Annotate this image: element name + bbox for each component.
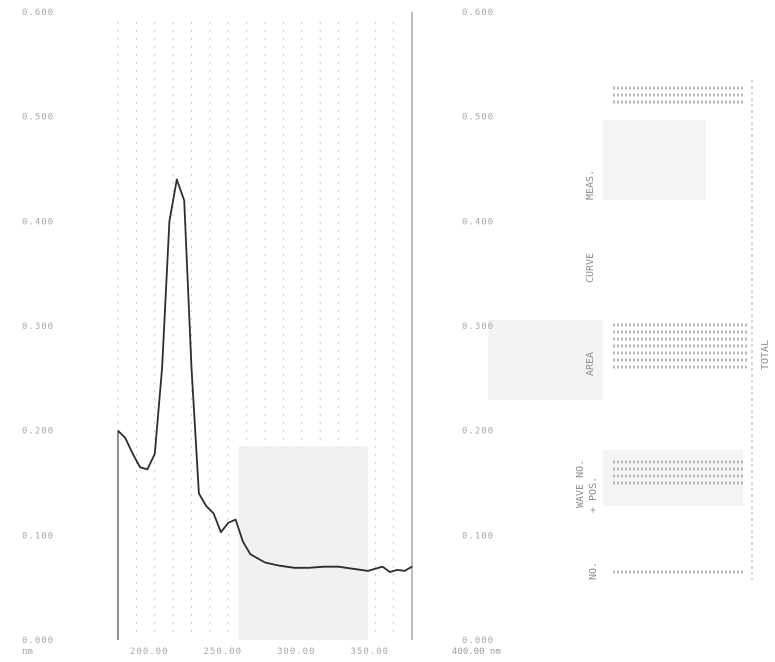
left-y-tick-label: 0.300: [22, 322, 54, 332]
panel-label-wave-no: WAVE NO.: [575, 460, 586, 508]
right-y-tick-label: 0.100: [462, 531, 494, 541]
x-axis-left-unit: nm: [22, 647, 33, 657]
data-point: [411, 566, 413, 568]
left-y-axis: 0.600 0.500 0.400 0.300 0.200 0.100 0.000: [22, 8, 54, 646]
right-y-tick-label: 0.400: [462, 217, 494, 227]
x-tick-label: 200.00: [130, 647, 169, 657]
data-point: [176, 178, 178, 181]
data-point: [367, 570, 369, 572]
right-y-tick-label: 0.600: [462, 8, 494, 18]
left-y-tick-label: 0.200: [22, 427, 54, 437]
left-y-tick-label: 0.500: [22, 113, 54, 123]
data-point: [146, 468, 148, 470]
data-point: [198, 492, 200, 495]
left-y-tick-label: 0.600: [22, 8, 54, 18]
panel-label-no: NO.: [588, 562, 599, 580]
data-point: [132, 453, 134, 455]
chart-grid: [117, 12, 753, 640]
x-tick-label: 350.00: [351, 647, 390, 657]
left-y-tick-label: 0.400: [22, 217, 54, 227]
panel-label-total: TOTAL: [760, 340, 771, 370]
right-y-tick-label: 0.200: [462, 427, 494, 437]
right-y-tick-label: 0.300: [462, 322, 494, 332]
data-point: [352, 568, 354, 570]
x-axis: 200.00 250.00 300.00 350.00: [130, 647, 390, 657]
data-point: [227, 522, 229, 524]
data-point: [139, 466, 141, 468]
spectrum-line: [117, 178, 413, 573]
shade-panel-b: [603, 120, 706, 200]
panel-label-meas: MEAS.: [585, 170, 596, 200]
shade-panel-c: [603, 450, 743, 506]
data-point: [242, 541, 244, 543]
panel-label-pos: + POS.: [588, 477, 599, 513]
data-point: [382, 566, 384, 568]
series-group: [117, 178, 413, 573]
data-point: [220, 531, 222, 533]
data-point: [389, 571, 391, 573]
left-y-tick-label: 0.100: [22, 531, 54, 541]
data-point: [323, 566, 325, 568]
data-point: [264, 561, 266, 564]
data-point: [117, 430, 119, 432]
data-point: [293, 567, 295, 569]
right-y-axis: 0.600 0.500 0.400 0.300 0.200 0.100 0.000: [462, 8, 494, 646]
x-tick-label: 250.00: [204, 647, 243, 657]
data-point: [235, 519, 237, 521]
data-point: [161, 367, 163, 369]
data-point: [337, 566, 340, 568]
data-point: [212, 512, 215, 514]
x-axis-unit-label: 400.00 nm: [452, 647, 501, 657]
panel-label-area: AREA: [585, 352, 596, 376]
shade-panel-a: [488, 320, 603, 400]
data-point: [168, 220, 171, 222]
data-point: [308, 567, 310, 569]
data-point: [190, 367, 193, 369]
data-point: [396, 569, 398, 571]
x-tick-label: 300.00: [277, 647, 316, 657]
shade-region: [238, 446, 368, 640]
data-point: [183, 199, 185, 201]
panel-label-curve: CURVE: [585, 253, 596, 283]
data-point: [205, 505, 207, 507]
right-y-tick-label: 0.000: [462, 636, 494, 646]
data-point: [279, 565, 281, 567]
data-point: [124, 437, 126, 439]
data-point: [249, 553, 251, 555]
data-point: [404, 570, 406, 572]
right-y-tick-label: 0.500: [462, 113, 494, 123]
side-panel: CURVE MEAS. AREA WAVE NO. + POS. TOTAL N…: [22, 86, 771, 657]
data-point: [154, 453, 156, 455]
left-y-tick-label: 0.000: [22, 636, 54, 646]
